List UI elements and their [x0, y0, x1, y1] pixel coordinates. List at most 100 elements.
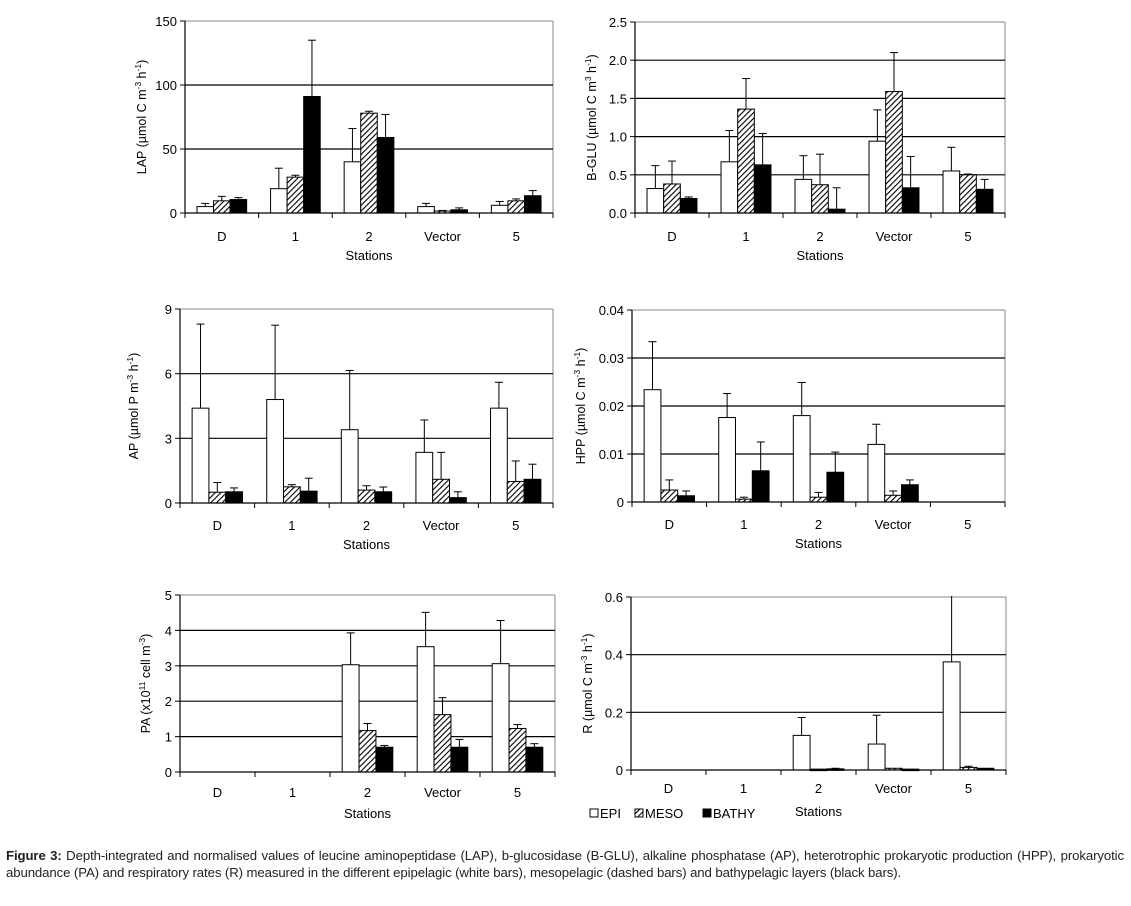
y-axis-title-end: ) [585, 54, 599, 58]
x-tick-label: Vector [424, 785, 462, 800]
bar-meso [959, 174, 977, 214]
x-tick-label: D [213, 785, 222, 800]
bar-epi [643, 389, 662, 503]
bar-meso [213, 200, 231, 214]
legend-label-epi: EPI [600, 806, 621, 821]
bar-meso [208, 491, 227, 504]
x-tick-label: 5 [964, 517, 971, 532]
chart-hpp: 0 0.01 0.02 0.03 0.04 D 1 2 Vector 5 Stations HPP (… [572, 303, 1006, 551]
caption-text: Depth-integrated and normalised values o… [6, 848, 1124, 880]
y-tick-label: 100 [155, 78, 177, 93]
x-tick-label: Vector [875, 517, 913, 532]
y-axis-title-end: ) [581, 633, 595, 637]
bar-meso [433, 714, 452, 773]
y-axis-title-end: ) [139, 634, 153, 638]
bar-epi [942, 661, 961, 771]
y-axis-title-mid: h [135, 71, 149, 81]
y-axis-title: B-GLU (µmol C m3 h-1) [583, 54, 599, 180]
y-axis-title-mid: h [585, 66, 599, 76]
x-axis-title: Stations [795, 804, 842, 819]
bar-bathy [826, 471, 845, 503]
bar-epi [794, 178, 813, 214]
y-axis-title-end: ) [135, 60, 149, 64]
bar-meso [358, 730, 377, 773]
bar-bathy [303, 96, 321, 214]
x-axis-title: Stations [346, 248, 393, 263]
x-tick-label: Vector [876, 229, 914, 244]
x-tick-label: 5 [514, 785, 521, 800]
bar-bathy [753, 164, 772, 214]
y-tick-label: 3 [165, 431, 172, 446]
y-tick-label: 0.5 [609, 168, 627, 183]
y-axis-title-main: R (µmol C m [581, 663, 595, 733]
y-tick-label: 0 [165, 496, 172, 511]
legend-item-bathy: BATHY [702, 806, 756, 821]
bar-bathy [450, 746, 469, 773]
x-tick-label: 5 [965, 781, 972, 796]
bar-epi [792, 415, 811, 503]
y-axis-title-sup2: -1 [572, 352, 582, 360]
chart-pa: 0 1 2 3 4 5 D 1 2 Vector 5 Stations PA (x1011 cell m… [137, 588, 556, 821]
bar-meso [508, 727, 527, 773]
bar-bathy [975, 188, 994, 214]
x-tick-label: 1 [292, 229, 299, 244]
y-axis-title: PA (x1011 cell m-3) [137, 634, 153, 734]
y-axis-title-sup2: -1 [579, 637, 589, 645]
y-tick-label: 0.02 [599, 399, 624, 414]
y-tick-label: 0.2 [605, 705, 623, 720]
bar-meso [506, 480, 525, 504]
bar-epi [416, 646, 435, 773]
y-tick-label: 9 [165, 302, 172, 317]
y-tick-label: 2.5 [609, 15, 627, 30]
x-tick-label: Vector [875, 781, 913, 796]
x-tick-label: Vector [424, 229, 462, 244]
bar-epi [341, 664, 360, 773]
y-tick-label: 6 [165, 367, 172, 382]
chart-bglu: 0.0 0.5 1.0 1.5 2.0 2.5 D 1 2 Vector 5 Stations B-GL… [583, 15, 1006, 263]
caption-label: Figure 3: [6, 848, 62, 863]
bar-bathy [677, 495, 695, 503]
bar-bathy [229, 199, 248, 214]
bar-meso [507, 200, 525, 214]
bar-meso [663, 183, 681, 214]
bar-bathy [525, 746, 544, 773]
bar-bathy [375, 746, 394, 773]
x-axis-title: Stations [344, 806, 391, 821]
chart-ap: 0 3 6 9 D 1 2 Vector 5 Stations AP (µmol P m-3 h-1… [125, 302, 554, 552]
x-tick-label: 2 [363, 518, 370, 533]
y-axis-title-sup1: -3 [572, 370, 582, 378]
bar-epi [490, 407, 508, 504]
y-tick-label: 2.0 [609, 53, 627, 68]
y-axis-title-end: ) [127, 353, 141, 357]
y-axis-title-mid: h [127, 364, 141, 374]
bar-bathy [523, 478, 542, 504]
y-axis-title-sup2: -3 [137, 638, 147, 646]
y-tick-label: 2 [165, 694, 172, 709]
y-axis-title-sup2: -1 [133, 64, 143, 72]
y-axis-title-main: AP (µmol P m [127, 382, 141, 459]
bar-meso [737, 108, 755, 214]
y-axis-title-mid: h [574, 359, 588, 369]
legend-item-meso: MESO [634, 806, 683, 821]
y-tick-label: 3 [165, 659, 172, 674]
y-axis-title-sup2: -1 [125, 357, 135, 365]
x-tick-label: 1 [289, 785, 296, 800]
bar-bathy [679, 197, 698, 214]
x-tick-label: 2 [815, 517, 822, 532]
bar-bathy [523, 195, 542, 214]
y-axis-title-sup1: 11 [137, 681, 147, 690]
x-tick-label: 2 [815, 781, 822, 796]
bar-epi [942, 170, 961, 214]
y-tick-label: 0.03 [599, 351, 624, 366]
y-tick-label: 0 [616, 763, 623, 778]
y-tick-label: 50 [163, 142, 177, 157]
y-axis-title-sup1: -3 [125, 375, 135, 383]
y-axis-title: R (µmol C m-3 h-1) [579, 633, 595, 733]
bar-epi [340, 429, 359, 504]
bar-bathy [225, 491, 243, 504]
bar-epi [792, 734, 811, 771]
bar-bathy [299, 490, 318, 504]
bar-meso [884, 494, 902, 503]
